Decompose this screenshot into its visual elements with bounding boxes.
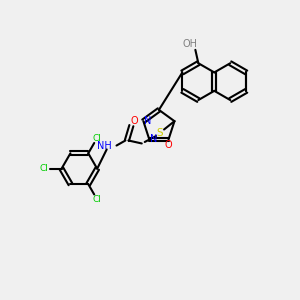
Text: NH: NH — [97, 141, 112, 152]
Text: OH: OH — [182, 40, 197, 50]
Text: N: N — [144, 116, 152, 126]
Text: Cl: Cl — [92, 134, 101, 143]
Text: Cl: Cl — [40, 164, 49, 173]
Text: O: O — [165, 140, 172, 149]
Text: O: O — [130, 116, 138, 126]
Text: Cl: Cl — [92, 195, 101, 204]
Text: N: N — [150, 134, 158, 144]
Text: S: S — [156, 128, 163, 138]
